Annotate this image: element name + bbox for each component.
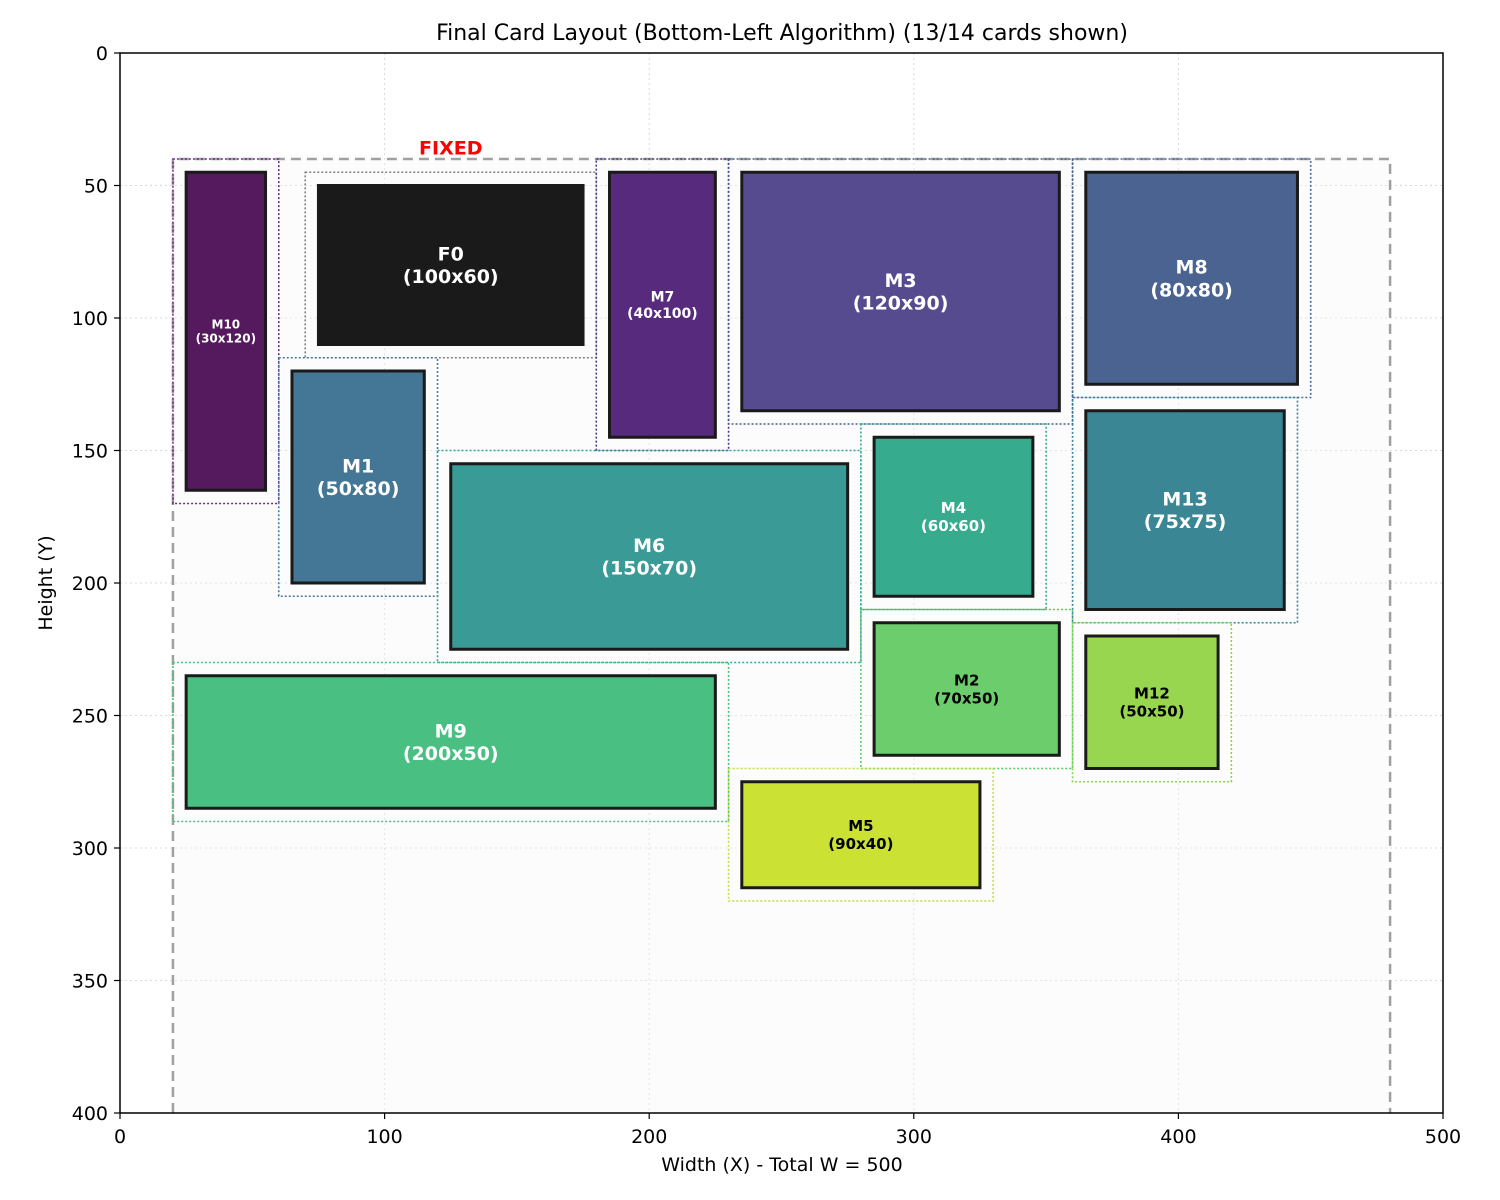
card-label-id: F0 (438, 243, 464, 265)
y-tick-label: 350 (72, 971, 108, 993)
card-label-id: M12 (1134, 685, 1170, 703)
card-m12: M12(50x50) (1071, 621, 1233, 783)
card-rect (449, 462, 850, 651)
card-m10: M10(30x120) (172, 158, 280, 505)
card-margin-outline (172, 158, 280, 505)
card-margin-outline (1071, 158, 1312, 399)
x-tick-label: 100 (366, 1126, 402, 1148)
card-m13: M13(75x75) (1071, 396, 1299, 624)
card-margin-outline (1071, 396, 1299, 624)
y-tick-label: 0 (96, 43, 108, 65)
card-label-size: (75x75) (1144, 511, 1227, 533)
y-tick-label: 100 (72, 308, 108, 330)
card-rect (740, 170, 1061, 413)
card-margin-outline (277, 356, 439, 598)
card-rect (290, 369, 426, 585)
y-tick-label: 50 (84, 176, 108, 198)
card-m8: M8(80x80) (1071, 158, 1312, 399)
x-axis-label: Width (X) - Total W = 500 (661, 1154, 902, 1176)
card-rect (740, 780, 982, 890)
x-tick-label: 300 (896, 1126, 932, 1148)
card-m5: M5(90x40) (727, 767, 994, 902)
card-label-id: M5 (848, 817, 873, 835)
y-tick-label: 150 (72, 441, 108, 463)
card-m1: M1(50x80) (277, 356, 439, 598)
y-tick-label: 200 (72, 573, 108, 595)
card-m2: M2(70x50) (860, 608, 1074, 770)
card-m4: M4(60x60) (860, 423, 1047, 611)
y-tick-label: 300 (72, 838, 108, 860)
card-rect (872, 435, 1035, 598)
axes-layer: 0 100 200 300 400 500 0 50 100 150 200 250 300 350 400 (72, 43, 1461, 1148)
cards-layer: F0(100x60)FIXEDM10(30x120)M7(40x100)M3(1… (172, 137, 1312, 902)
card-label-size: (90x40) (828, 835, 893, 853)
card-rect (316, 184, 585, 346)
x-tick-label: 400 (1160, 1126, 1196, 1148)
card-label-size: (100x60) (403, 266, 499, 288)
card-label-size: (50x80) (317, 478, 400, 500)
container-boundary (171, 157, 1392, 1113)
chart-title: Final Card Layout (Bottom-Left Algorithm… (436, 21, 1128, 46)
card-label-id: M2 (954, 671, 979, 689)
card-label-size: (40x100) (627, 306, 698, 322)
x-tick-label: 200 (631, 1126, 667, 1148)
card-label-size: (30x120) (196, 332, 256, 346)
card-label-id: M10 (212, 317, 241, 331)
card-label-id: M8 (1176, 257, 1208, 279)
card-margin-outline (1071, 621, 1233, 783)
fixed-label: FIXED (419, 137, 482, 159)
card-label-size: (200x50) (403, 743, 499, 765)
card-margin-outline (860, 608, 1074, 770)
card-rect (1084, 409, 1286, 611)
card-rect (184, 170, 268, 492)
card-label-size: (80x80) (1150, 279, 1233, 301)
card-rect (1084, 170, 1299, 386)
card-label-size: (60x60) (921, 517, 986, 535)
x-tick-label: 0 (114, 1126, 126, 1148)
card-label-size: (70x50) (934, 689, 999, 707)
card-margin-outline (860, 423, 1047, 611)
card-label-size: (150x70) (601, 558, 697, 580)
card-label-id: M7 (651, 289, 675, 305)
y-tick-label: 400 (72, 1103, 108, 1125)
card-rect (184, 674, 717, 810)
card-m9: M9(200x50) (172, 661, 730, 823)
y-axis-label: Height (Y) (35, 535, 57, 630)
card-rect (872, 621, 1061, 757)
card-label-size: (50x50) (1119, 703, 1184, 721)
card-m3: M3(120x90) (727, 158, 1074, 425)
card-rect (1084, 634, 1220, 770)
card-label-id: M13 (1162, 488, 1207, 510)
card-rect (608, 170, 717, 439)
x-tick-label: 500 (1425, 1126, 1461, 1148)
card-f0: F0(100x60) FIXED (304, 137, 598, 359)
card-m6: M6(150x70) (436, 449, 862, 664)
card-margin-outline (304, 171, 598, 359)
card-margin-outline (727, 767, 994, 902)
card-label-id: M9 (435, 720, 467, 742)
card-label-size: (120x90) (853, 293, 949, 315)
card-m7: M7(40x100) (595, 158, 730, 452)
card-label-id: M3 (884, 270, 916, 292)
card-label-id: M1 (342, 455, 374, 477)
card-margin-outline (172, 661, 730, 823)
card-label-id: M6 (633, 535, 665, 557)
y-tick-label: 250 (72, 706, 108, 728)
card-label-id: M4 (941, 499, 966, 517)
